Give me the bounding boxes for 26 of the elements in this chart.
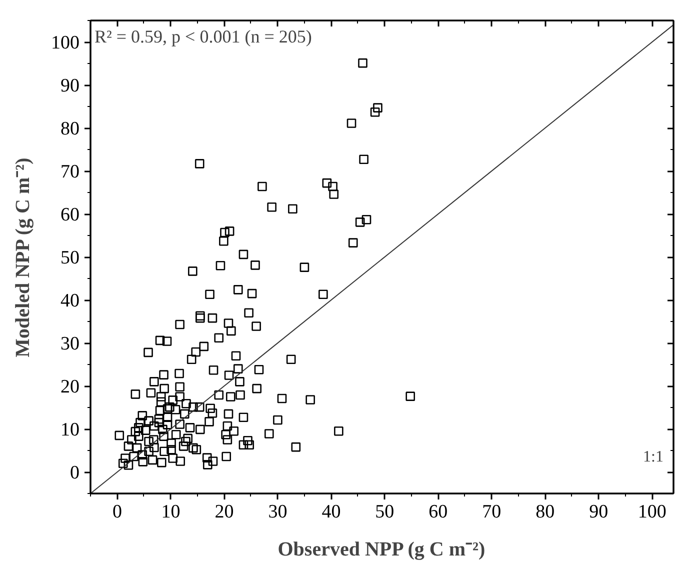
y-tick-label: 80 xyxy=(60,118,80,140)
x-tick-label: 60 xyxy=(428,502,448,522)
x-tick-label: 50 xyxy=(375,502,394,522)
x-tick-label: 0 xyxy=(112,502,122,522)
x-tick-label: 40 xyxy=(322,502,341,522)
y-tick-label: 90 xyxy=(60,76,80,96)
y-tick-label: 100 xyxy=(51,32,80,54)
x-tick-label: 20 xyxy=(214,502,234,522)
y-tick-label: 30 xyxy=(60,334,80,354)
y-tick-label: 0 xyxy=(70,462,80,484)
x-axis-title: Observed NPP (g C m⁻²) xyxy=(278,538,486,560)
y-tick-label: 20 xyxy=(60,376,80,398)
annotation: R² = 0.59, p < 0.001 (n = 205) xyxy=(94,26,312,46)
x-tick-label: 80 xyxy=(536,502,555,522)
y-tick-label: 10 xyxy=(60,420,80,440)
y-tick-label: 50 xyxy=(60,248,80,268)
x-tick-label: 10 xyxy=(161,502,180,522)
x-tick-label: 90 xyxy=(589,502,608,522)
y-tick-label: 40 xyxy=(60,290,80,312)
y-tick-label: 60 xyxy=(60,204,80,226)
x-tick-label: 70 xyxy=(482,502,502,522)
x-tick-label: 30 xyxy=(268,502,288,522)
y-tick-label: 70 xyxy=(60,162,80,182)
y-axis-title: Modeled NPP (g C m⁻²) xyxy=(12,158,34,358)
x-tick-label: 100 xyxy=(638,502,666,522)
annotation: 1:1 xyxy=(643,448,664,466)
